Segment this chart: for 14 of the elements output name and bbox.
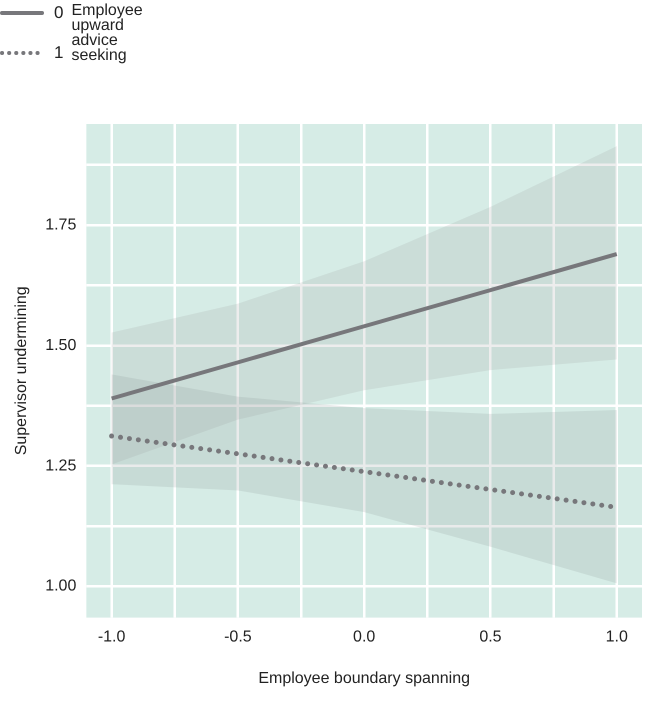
legend-title: Employee upward advice seeking [71,2,144,64]
x-tick-label: -1.0 [98,628,126,646]
y-tick-label: 1.50 [45,336,76,354]
legend-label: 0 [54,3,64,23]
x-axis-title: Employee boundary spanning [258,670,470,687]
x-tick-label: 0.0 [353,628,376,646]
y-tick-label: 1.75 [45,216,76,234]
x-tick-label: 0.5 [479,628,502,646]
x-tick-label: -0.5 [224,628,252,646]
legend-label: 1 [54,43,64,63]
y-tick-label: 1.00 [45,578,76,595]
y-axis-title: Supervisor undermining [13,286,30,456]
y-tick-label: 1.25 [45,457,76,474]
x-tick-label: 1.0 [606,628,628,646]
